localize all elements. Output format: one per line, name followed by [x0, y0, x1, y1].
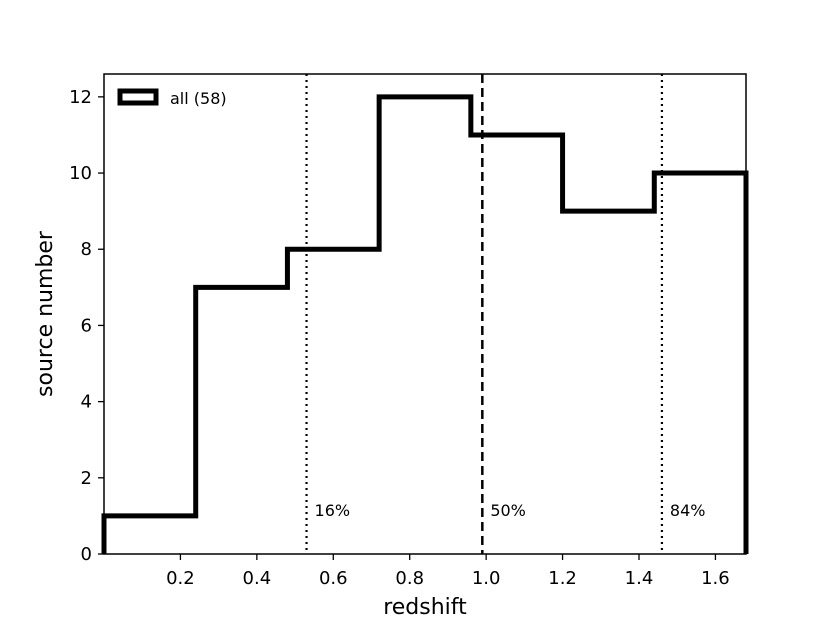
histogram-bin-6 — [654, 173, 746, 554]
y-tick-label: 12 — [69, 87, 92, 108]
plot-frame — [103, 73, 747, 555]
y-tick-label: 4 — [81, 392, 92, 413]
x-tick-label: 0.4 — [243, 568, 272, 589]
histogram-bin-1 — [196, 287, 288, 554]
x-tick-label: 1.0 — [472, 568, 501, 589]
histogram-bin-4 — [471, 135, 563, 554]
legend-label: all (58) — [170, 89, 227, 108]
histogram-step-line — [101, 94, 749, 554]
x-tick-label: 1.2 — [548, 568, 577, 589]
percentile-label-84: 84% — [670, 501, 706, 520]
percentile-label-50: 50% — [490, 501, 526, 520]
x-axis-ticks: 0.2 0.4 0.6 0.8 1.0 1.2 1.4 1.6 — [166, 554, 730, 589]
y-tick-label: 8 — [81, 239, 92, 260]
y-tick-label: 0 — [81, 544, 92, 565]
x-axis-title: redshift — [383, 595, 467, 620]
legend: all (58) — [117, 88, 227, 108]
y-axis-ticks: 0 2 4 6 8 10 12 — [69, 87, 104, 565]
histogram-bin-0 — [104, 516, 196, 554]
percentile-lines — [305, 74, 664, 554]
x-tick-label: 0.2 — [166, 568, 195, 589]
percentile-label-16: 16% — [315, 501, 351, 520]
legend-swatch — [117, 88, 159, 106]
x-tick-label: 1.6 — [701, 568, 730, 589]
y-tick-label: 2 — [81, 468, 92, 489]
y-tick-label: 6 — [81, 315, 92, 336]
x-tick-label: 0.8 — [395, 568, 424, 589]
x-tick-label: 1.4 — [625, 568, 654, 589]
histogram-bin-3 — [379, 97, 471, 554]
histogram-series — [101, 94, 749, 554]
x-tick-label: 0.6 — [319, 568, 348, 589]
y-axis-title: source number — [33, 230, 58, 397]
y-tick-label: 10 — [69, 163, 92, 184]
histogram-bin-5 — [563, 211, 655, 554]
percentile-labels: 16% 50% 84% — [315, 501, 706, 520]
